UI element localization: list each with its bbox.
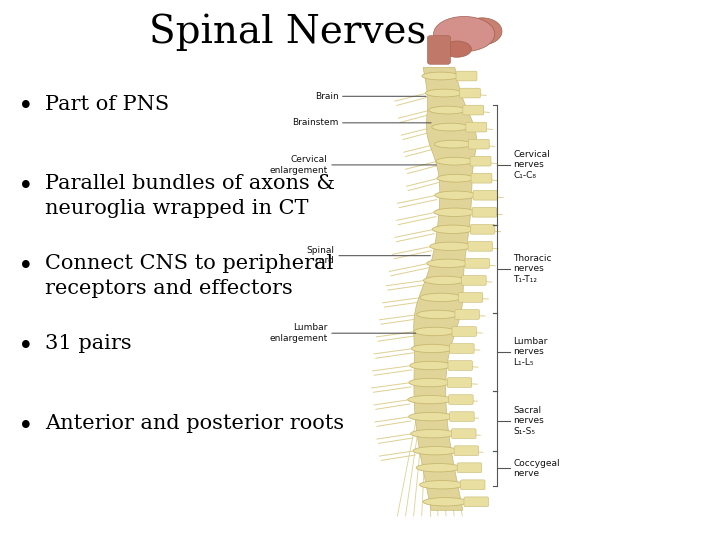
Text: Anterior and posterior roots: Anterior and posterior roots [45,414,344,433]
FancyBboxPatch shape [468,241,492,251]
FancyBboxPatch shape [463,105,484,115]
Ellipse shape [409,379,451,387]
FancyBboxPatch shape [451,429,476,438]
Text: Lumbar
nerves
L₁-L₅: Lumbar nerves L₁-L₅ [513,337,548,367]
Text: Part of PNS: Part of PNS [45,94,169,113]
FancyBboxPatch shape [458,293,482,302]
Ellipse shape [437,174,474,182]
Text: •: • [18,414,34,439]
Ellipse shape [422,72,459,80]
Text: Lumbar
enlargement: Lumbar enlargement [269,323,328,343]
Ellipse shape [426,89,463,97]
Ellipse shape [435,191,477,199]
Text: Coccygeal
nerve: Coccygeal nerve [513,458,560,478]
FancyBboxPatch shape [470,225,495,234]
Text: Spinal Nerves: Spinal Nerves [149,14,427,51]
FancyBboxPatch shape [450,343,474,353]
FancyBboxPatch shape [470,156,491,166]
Ellipse shape [409,413,454,421]
FancyBboxPatch shape [471,173,492,183]
Text: •: • [18,174,34,199]
Ellipse shape [428,106,466,114]
Ellipse shape [411,345,453,353]
Ellipse shape [443,41,472,57]
FancyBboxPatch shape [449,395,473,404]
FancyBboxPatch shape [454,446,479,456]
Ellipse shape [434,140,472,148]
Text: 31 pairs: 31 pairs [45,334,132,353]
Ellipse shape [417,310,459,319]
FancyBboxPatch shape [456,71,477,81]
Ellipse shape [434,208,476,217]
FancyBboxPatch shape [468,139,489,149]
Ellipse shape [432,225,474,233]
Text: Brain: Brain [315,92,338,101]
FancyBboxPatch shape [447,377,472,387]
Text: Connect CNS to peripheral
receptors and effectors: Connect CNS to peripheral receptors and … [45,254,333,298]
Ellipse shape [433,16,495,51]
Ellipse shape [432,123,469,131]
FancyBboxPatch shape [428,36,451,64]
FancyBboxPatch shape [452,327,477,336]
FancyBboxPatch shape [473,191,498,200]
Text: Sacral
nerves
S₁-S₅: Sacral nerves S₁-S₅ [513,406,544,436]
Text: •: • [18,94,34,119]
FancyBboxPatch shape [450,412,474,422]
Ellipse shape [413,447,458,455]
FancyBboxPatch shape [462,275,486,285]
Ellipse shape [462,18,502,45]
Ellipse shape [408,395,452,404]
FancyBboxPatch shape [465,259,490,268]
Ellipse shape [410,361,451,370]
Text: Brainstem: Brainstem [292,118,338,127]
Ellipse shape [423,497,467,506]
Ellipse shape [423,276,465,285]
Polygon shape [414,68,477,510]
Ellipse shape [436,157,474,165]
Text: •: • [18,334,34,359]
Text: Thoracic
nerves
T₁-T₁₂: Thoracic nerves T₁-T₁₂ [513,254,552,284]
FancyBboxPatch shape [459,88,480,98]
Text: Cervical
enlargement: Cervical enlargement [269,155,328,174]
FancyBboxPatch shape [461,480,485,490]
FancyBboxPatch shape [448,361,472,370]
Ellipse shape [427,259,469,267]
Ellipse shape [420,293,462,302]
Ellipse shape [416,463,461,472]
Ellipse shape [420,481,464,489]
Text: Spinal
cord: Spinal cord [307,246,335,265]
Ellipse shape [410,429,455,438]
Text: •: • [18,254,34,279]
FancyBboxPatch shape [455,309,480,319]
Ellipse shape [430,242,472,251]
Ellipse shape [414,327,456,336]
FancyBboxPatch shape [464,497,488,507]
FancyBboxPatch shape [472,207,497,217]
FancyBboxPatch shape [466,122,487,132]
Text: Cervical
nerves
C₁-C₈: Cervical nerves C₁-C₈ [513,150,550,180]
FancyBboxPatch shape [457,463,482,472]
Text: Parallel bundles of axons &
neuroglia wrapped in CT: Parallel bundles of axons & neuroglia wr… [45,174,336,218]
